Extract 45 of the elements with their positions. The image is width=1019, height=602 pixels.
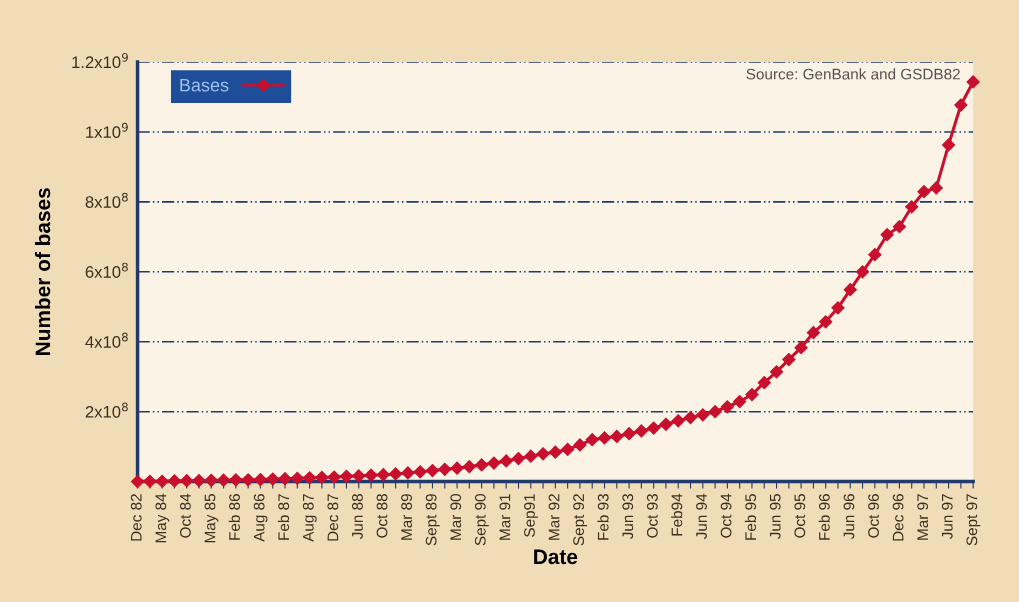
- y-tick-label: 1.2x10$^{9}$: [72, 52, 128, 69]
- x-tick-label: Jun 94: [696, 493, 707, 540]
- y-tick-label: 2x10$^{8}$: [85, 402, 128, 418]
- x-tick-label: Feb 87: [277, 494, 290, 540]
- x-tick-label: Oct 84: [180, 493, 191, 538]
- x-tick-label: Aug 86: [253, 494, 268, 542]
- x-tick-label: Mar 97: [917, 494, 929, 540]
- x-tick-label: Feb 95: [744, 494, 757, 540]
- x-tick-label: Jun 93: [622, 494, 634, 540]
- x-tick-label: Oct 94: [720, 493, 732, 538]
- x-tick-label: Oct 95: [794, 494, 806, 538]
- legend-label: Bases: [180, 78, 229, 92]
- x-tick-label: Dec 87: [327, 494, 339, 541]
- x-tick-label: Sept 90: [474, 494, 489, 546]
- x-tick-label: Sep91: [524, 494, 538, 537]
- x-tick-label: Feb 93: [597, 494, 609, 540]
- x-tick-label: Oct 93: [646, 494, 658, 538]
- x-tick-label: Sept 92: [573, 494, 588, 546]
- x-tick-label: Aug 87: [302, 494, 317, 542]
- x-tick-label: Dec 82: [130, 494, 142, 541]
- x-tick-label: Sept 97: [966, 494, 981, 546]
- x-tick-label: Feb 86: [228, 494, 240, 540]
- x-tick-label: Jun 97: [941, 494, 953, 540]
- y-tick-label: 6x10$^{8}$: [85, 262, 128, 278]
- x-tick-label: Feb94: [671, 493, 683, 536]
- x-tick-label: Mar 89: [401, 494, 412, 540]
- x-tick-label: Mar 91: [499, 494, 511, 540]
- x-tick-label: Mar 90: [450, 494, 462, 540]
- x-tick-label: Dec 96: [892, 494, 904, 541]
- x-tick-label: Oct 96: [868, 494, 879, 538]
- y-tick-label: 1x10$^{9}$: [86, 122, 128, 139]
- x-tick-label: Jun 96: [843, 494, 855, 540]
- x-tick-label: Sept 89: [425, 494, 440, 546]
- x-tick-label: Mar 92: [548, 494, 560, 540]
- y-tick-label: 8x10$^{8}$: [85, 192, 128, 208]
- y-axis-title: Number of bases: [34, 188, 51, 355]
- annotation: Source: GenBank and GSDB82: [746, 68, 960, 80]
- x-tick-label: Jun 95: [769, 494, 781, 540]
- x-tick-label: May 85: [204, 494, 219, 543]
- x-tick-label: Jun 88: [352, 494, 363, 540]
- x-tick-label: Oct 88: [376, 494, 388, 538]
- y-tick-label: 4x10$^{8}$: [85, 332, 128, 348]
- x-tick-label: Feb 96: [818, 494, 830, 540]
- x-tick-label: May 84: [155, 493, 170, 543]
- x-axis-title: Date: [534, 549, 578, 565]
